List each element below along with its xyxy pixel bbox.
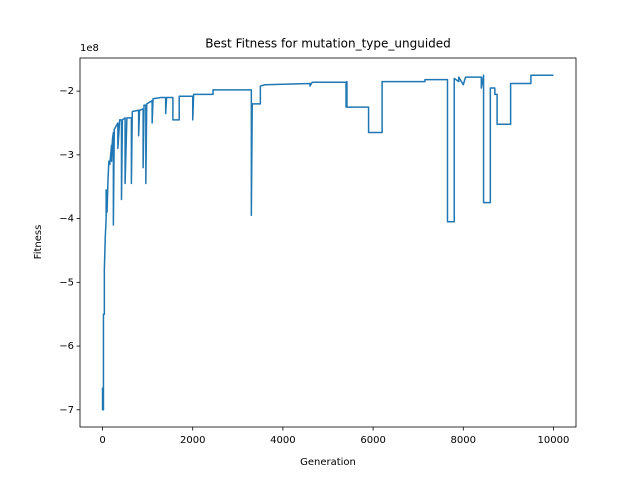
y-tick-label: −2 (59, 86, 74, 97)
x-axis-label: Generation (300, 457, 356, 468)
data-line (101, 74, 554, 411)
y-tick-label: −4 (59, 214, 74, 225)
plot-frame (79, 57, 577, 428)
y-tick-label: −7 (59, 405, 74, 416)
x-tick-label: 8000 (451, 435, 476, 446)
offset-text: 1e8 (80, 43, 99, 54)
x-tick-label: 0 (99, 435, 105, 446)
x-tick-label: 4000 (270, 435, 295, 446)
y-tick-label: −5 (59, 277, 74, 288)
x-tick-label: 6000 (360, 435, 385, 446)
x-tick-label: 2000 (180, 435, 205, 446)
chart-title: Best Fitness for mutation_type_unguided (205, 37, 451, 51)
y-axis-label: Fitness (33, 225, 44, 260)
x-tick-label: 10000 (538, 435, 570, 446)
y-tick-label: −6 (59, 341, 74, 352)
y-tick-label: −3 (59, 150, 74, 161)
